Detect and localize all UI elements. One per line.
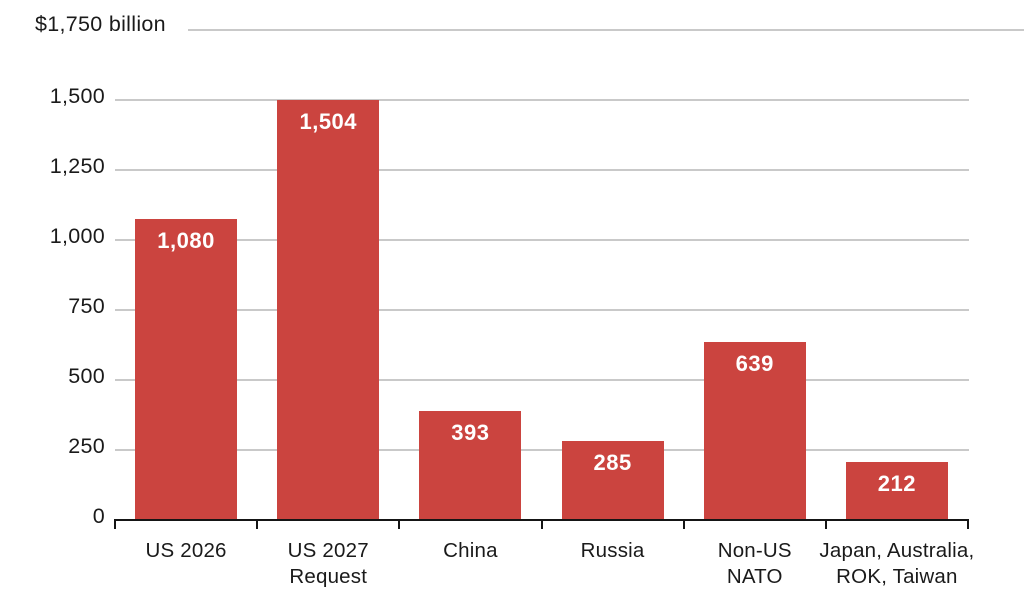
bar-value-label-1: 1,504: [299, 108, 358, 134]
x-axis-tick-2: [398, 519, 401, 529]
x-axis-tick-6: [967, 519, 969, 529]
y-tick-label-750: 750: [68, 294, 105, 318]
gridline-1500: [115, 99, 969, 101]
x-tick-label-2: China: [443, 539, 498, 562]
x-tick-label-3: Russia: [580, 539, 645, 562]
bar-1: 1,504: [277, 99, 380, 519]
bar-value-label-2: 393: [451, 419, 490, 445]
x-axis-tick-4: [682, 519, 685, 529]
bar-value-label-5: 212: [877, 470, 917, 496]
x-tick-label-5: Japan, Australia, ROK, Taiwan: [819, 539, 975, 588]
y-tick-label-0: 0: [92, 504, 105, 528]
gridline-1000: [115, 239, 969, 241]
gridline-1750: [188, 29, 1024, 31]
bar-5: 212: [845, 461, 948, 519]
x-tick-label-4: Non-US NATO: [717, 539, 792, 588]
bar-value-label-0: 1,080: [157, 227, 215, 253]
bar-2: 393: [419, 410, 522, 519]
x-axis-tick-0: [114, 519, 116, 529]
x-tick-label-0: US 2026: [145, 539, 227, 562]
y-axis-max-label: $1,750 billion: [35, 12, 166, 36]
gridline-1250: [115, 169, 969, 171]
gridline-500: [115, 379, 969, 381]
y-tick-label-1500: 1,500: [49, 84, 105, 108]
gridline-250: [115, 449, 969, 451]
y-tick-label-250: 250: [68, 434, 105, 458]
bar-4: 639: [703, 342, 806, 519]
gridline-750: [115, 309, 969, 311]
x-axis-tick-1: [256, 519, 259, 529]
bar-0: 1,080: [135, 218, 238, 519]
x-tick-label-1: US 2027 Request: [287, 539, 369, 588]
x-axis-tick-3: [540, 519, 543, 529]
bar-value-label-4: 639: [735, 351, 774, 377]
x-axis-tick-5: [824, 519, 827, 529]
y-tick-label-500: 500: [68, 364, 105, 388]
y-tick-label-1250: 1,250: [49, 154, 105, 178]
bar-3: 285: [561, 441, 664, 519]
bar-value-label-3: 285: [593, 450, 632, 476]
y-tick-label-1000: 1,000: [49, 224, 105, 248]
